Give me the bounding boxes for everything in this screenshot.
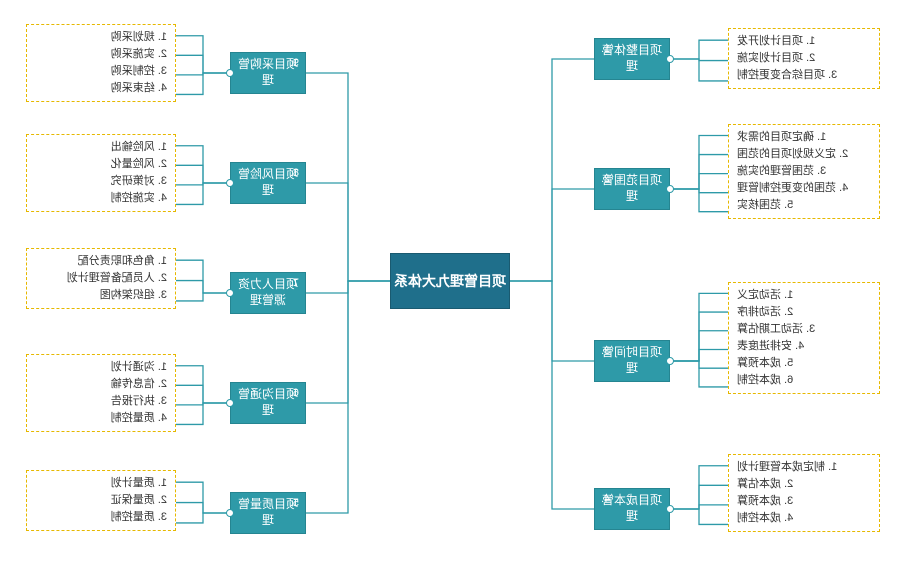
branch-number: 8. (290, 166, 299, 180)
leaf-item: 4. 成本控制 (737, 510, 871, 527)
right-branch-2: 7.项目人力资源管理 (230, 272, 306, 314)
left-branch-1: 2.项目范围管理 (594, 168, 670, 210)
leaf-item: 1. 角色和职责分配 (35, 253, 167, 270)
left-leaf-box-0: 1. 项目计划开发2. 项目计划实施3. 项目综合变更控制 (728, 28, 880, 89)
leaf-item: 3. 活动工期估算 (737, 321, 871, 338)
branch-number: 9. (290, 56, 299, 70)
leaf-item: 3. 控制采购 (35, 63, 167, 80)
leaf-item: 3. 质量控制 (35, 509, 167, 526)
center-title: 项目管理九大体系 (394, 272, 506, 290)
leaf-item: 3. 对策研究 (35, 173, 167, 190)
leaf-item: 1. 制定成本管理计划 (737, 459, 871, 476)
right-branch-0: 9.项目采购管理 (230, 52, 306, 94)
right-leaf-box-1: 1. 风险输出2. 风险量化3. 对策研究4. 实施控制 (26, 134, 176, 212)
leaf-item: 3. 范围管理的实施 (737, 163, 871, 180)
leaf-item: 3. 项目综合变更控制 (737, 67, 871, 84)
left-leaf-box-3: 1. 制定成本管理计划2. 成本估算3. 成本预算4. 成本控制 (728, 454, 880, 532)
right-leaf-box-3: 1. 沟通计划2. 信息传输3. 执行报告4. 质量控制 (26, 354, 176, 432)
leaf-item: 2. 人员配备管理计划 (35, 270, 167, 287)
leaf-item: 5. 成本预算 (737, 355, 871, 372)
left-branch-2: 3.项目时间管理 (594, 340, 670, 382)
leaf-item: 1. 确定项目的需求 (737, 129, 871, 146)
right-branch-3: 6.项目沟通管理 (230, 382, 306, 424)
leaf-item: 1. 规划采购 (35, 29, 167, 46)
leaf-item: 2. 风险量化 (35, 156, 167, 173)
leaf-item: 2. 实施采购 (35, 46, 167, 63)
leaf-item: 2. 质量保证 (35, 492, 167, 509)
right-leaf-box-2: 1. 角色和职责分配2. 人员配备管理计划3. 组织架构图 (26, 248, 176, 309)
leaf-item: 3. 执行报告 (35, 393, 167, 410)
leaf-item: 4. 结束采购 (35, 80, 167, 97)
branch-number: 5. (290, 496, 299, 510)
leaf-item: 5. 范围核实 (737, 197, 871, 214)
leaf-item: 4. 安排进度表 (737, 338, 871, 355)
leaf-item: 2. 定义规划项目的范围 (737, 146, 871, 163)
leaf-item: 1. 风险输出 (35, 139, 167, 156)
right-leaf-box-4: 1. 质量计划2. 质量保证3. 质量控制 (26, 470, 176, 531)
leaf-item: 4. 实施控制 (35, 190, 167, 207)
branch-number: 6. (290, 386, 299, 400)
branch-number: 1. (601, 42, 610, 56)
branch-number: 3. (601, 344, 610, 358)
left-leaf-box-1: 1. 确定项目的需求2. 定义规划项目的范围3. 范围管理的实施4. 范围的变更… (728, 124, 880, 219)
leaf-item: 4. 范围的变更控制管理 (737, 180, 871, 197)
leaf-item: 3. 成本预算 (737, 493, 871, 510)
leaf-item: 2. 成本估算 (737, 476, 871, 493)
leaf-item: 1. 沟通计划 (35, 359, 167, 376)
left-leaf-box-2: 1. 活动定义2. 活动排序3. 活动工期估算4. 安排进度表5. 成本预算6.… (728, 282, 880, 394)
leaf-item: 2. 活动排序 (737, 304, 871, 321)
branch-number: 7. (290, 276, 299, 290)
leaf-item: 2. 项目计划实施 (737, 50, 871, 67)
branch-number: 4. (601, 492, 610, 506)
branch-number: 2. (601, 172, 610, 186)
leaf-item: 1. 质量计划 (35, 475, 167, 492)
right-leaf-box-0: 1. 规划采购2. 实施采购3. 控制采购4. 结束采购 (26, 24, 176, 102)
leaf-item: 1. 活动定义 (737, 287, 871, 304)
leaf-item: 6. 成本控制 (737, 372, 871, 389)
right-branch-4: 5.项目质量管理 (230, 492, 306, 534)
center-node: 项目管理九大体系 (390, 253, 510, 309)
leaf-item: 4. 质量控制 (35, 410, 167, 427)
left-branch-3: 4.项目成本管理 (594, 488, 670, 530)
leaf-item: 1. 项目计划开发 (737, 33, 871, 50)
leaf-item: 2. 信息传输 (35, 376, 167, 393)
leaf-item: 3. 组织架构图 (35, 287, 167, 304)
left-branch-0: 1.项目整体管理 (594, 38, 670, 80)
right-branch-1: 8.项目风险管理 (230, 162, 306, 204)
